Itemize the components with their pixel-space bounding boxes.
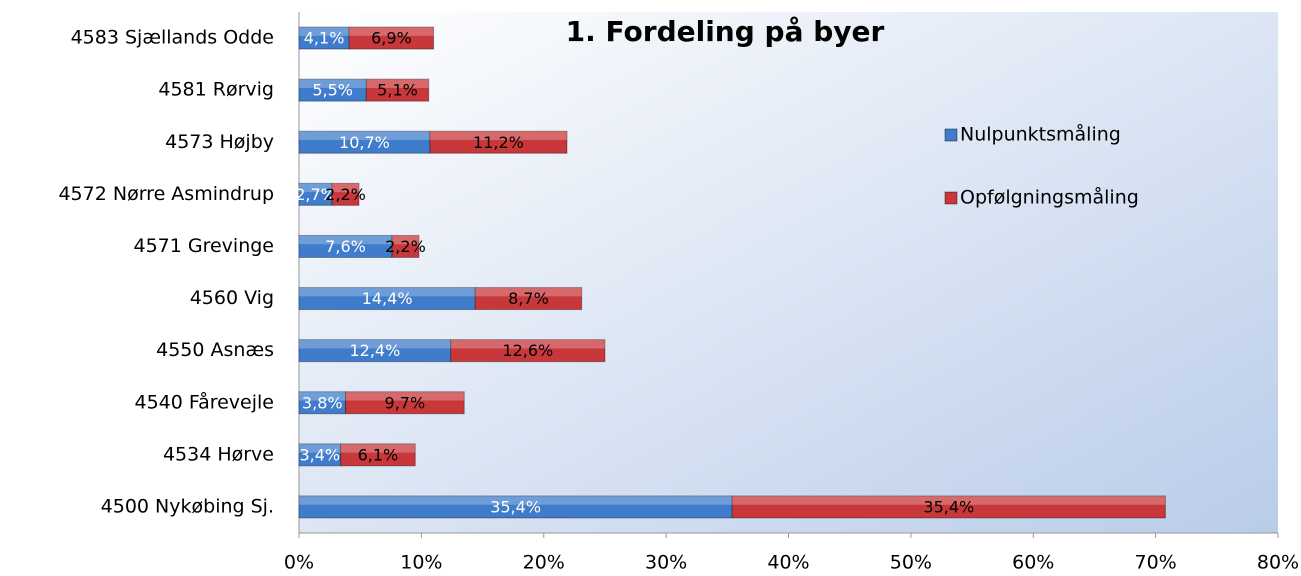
data-label: 12,6% [502, 341, 553, 360]
data-label: 35,4% [923, 497, 974, 516]
bar-segment [429, 130, 568, 154]
x-tick-label: 50% [890, 552, 932, 574]
bar-gloss [732, 495, 1166, 505]
bar-segment [365, 78, 430, 102]
bar-gloss [450, 339, 605, 349]
data-label: 3,4% [299, 445, 340, 464]
y-tick-label: 4500 Nykøbing Sj. [101, 495, 274, 517]
bar-segment [340, 443, 416, 467]
data-label: 7,6% [325, 237, 366, 256]
legend-marker [944, 191, 958, 205]
bar-gloss [299, 339, 451, 349]
bar-gloss [299, 443, 341, 453]
bar-gloss [299, 79, 367, 88]
bar-gloss [299, 391, 346, 401]
bar-segment [731, 495, 1166, 519]
x-tick-label: 60% [1012, 552, 1054, 574]
data-label: 6,9% [371, 29, 412, 48]
data-label: 5,5% [312, 81, 353, 100]
y-tick-label: 4573 Højby [165, 131, 274, 153]
x-tick-label: 70% [1135, 552, 1177, 574]
plot-area [299, 12, 1278, 533]
bar-gloss [366, 79, 429, 88]
bar-segment [331, 182, 360, 206]
data-label: 11,2% [473, 133, 524, 152]
bar-segment [348, 26, 435, 50]
bar-gloss [299, 235, 393, 245]
data-label: 10,7% [339, 133, 390, 152]
bar-gloss [299, 27, 350, 36]
bar-segment [298, 443, 342, 467]
bar-segment [474, 287, 583, 311]
bar-segment [391, 234, 420, 258]
y-tick-label: 4583 Sjællands Odde [71, 27, 274, 49]
bar-gloss [299, 131, 430, 141]
data-label: 4,1% [304, 29, 345, 48]
bar-gloss [299, 495, 733, 505]
bar-gloss [429, 131, 568, 141]
bar-gloss [299, 183, 333, 193]
bar-gloss [345, 391, 465, 401]
bar-gloss [299, 287, 476, 297]
data-label: 35,4% [490, 497, 541, 516]
legend-label: Opfølgningsmåling [960, 186, 1139, 209]
data-label: 5,1% [377, 81, 418, 100]
data-label: 2,7% [295, 185, 336, 204]
bar-gloss [392, 235, 419, 245]
bar-gloss [349, 27, 434, 36]
data-label: 3,8% [302, 393, 343, 412]
bar-gloss [332, 183, 359, 193]
data-label: 2,2% [325, 185, 366, 204]
bar-segment [345, 391, 465, 415]
x-tick-label: 0% [284, 552, 314, 574]
data-label: 14,4% [362, 289, 413, 308]
legend-label: Nulpunktsmåling [960, 123, 1121, 146]
data-label: 9,7% [385, 393, 426, 412]
y-tick-label: 4534 Hørve [163, 443, 274, 465]
data-label: 8,7% [508, 289, 549, 308]
y-tick-label: 4572 Nørre Asmindrup [58, 183, 274, 205]
x-tick-label: 40% [767, 552, 809, 574]
data-label: 6,1% [358, 445, 399, 464]
x-tick-label: 10% [400, 552, 442, 574]
x-tick-label: 20% [523, 552, 565, 574]
x-tick-label: 80% [1257, 552, 1299, 574]
data-label: 2,2% [385, 237, 426, 256]
data-label: 12,4% [349, 341, 400, 360]
y-tick-label: 4571 Grevinge [133, 235, 274, 257]
bar-gloss [475, 287, 582, 297]
y-tick-label: 4550 Asnæs [156, 339, 274, 361]
bar-segment [450, 339, 606, 363]
x-tick-label: 30% [645, 552, 687, 574]
y-tick-label: 4540 Fårevejle [135, 390, 275, 413]
bar-gloss [340, 443, 416, 453]
y-tick-label: 4560 Vig [190, 287, 274, 309]
chart-title: 1. Fordeling på byer [566, 15, 885, 48]
legend-marker [944, 128, 958, 142]
y-tick-label: 4581 Rørvig [158, 79, 274, 101]
